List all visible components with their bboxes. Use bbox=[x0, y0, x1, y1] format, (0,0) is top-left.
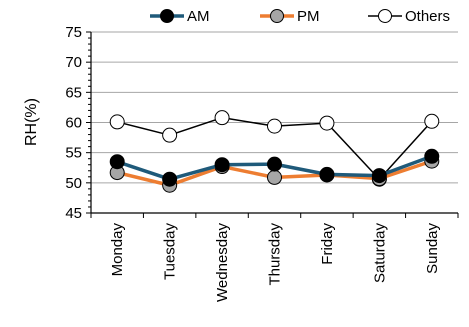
y-tick-label: 75 bbox=[65, 24, 82, 41]
x-tick-label: Sunday bbox=[424, 223, 441, 274]
legend: AM PM Others bbox=[150, 8, 450, 25]
data-point-am bbox=[319, 166, 335, 182]
data-point-others bbox=[424, 113, 440, 129]
legend-label-pm: PM bbox=[297, 8, 320, 25]
data-point-am bbox=[162, 171, 178, 187]
data-point-others bbox=[267, 118, 282, 134]
data-point-others bbox=[109, 114, 125, 130]
y-axis-title: RH(%) bbox=[23, 98, 40, 146]
x-tick-label: Wednesday bbox=[214, 223, 231, 302]
axes: 45 50 55 60 65 70 75 Monday Tuesday Wednesday Thur… bbox=[65, 24, 459, 302]
legend-label-others: Others bbox=[405, 8, 450, 25]
data-point-others bbox=[162, 127, 178, 143]
y-tick-label: 60 bbox=[65, 115, 82, 132]
x-tick-label: Friday bbox=[319, 223, 336, 265]
y-tick-label: 70 bbox=[65, 54, 82, 71]
x-tick-label: Tuesday bbox=[162, 223, 179, 280]
x-tick-label: Saturday bbox=[371, 223, 388, 284]
y-tick-label: 65 bbox=[65, 84, 82, 101]
data-point-pm bbox=[267, 169, 282, 185]
data-point-am bbox=[267, 156, 282, 172]
data-point-am bbox=[424, 148, 440, 164]
y-tick-label: 45 bbox=[65, 205, 82, 222]
data-point-am bbox=[371, 168, 387, 184]
data-point-am bbox=[214, 157, 230, 173]
series-layer bbox=[109, 110, 440, 193]
x-tick-label: Monday bbox=[109, 223, 126, 277]
legend-label-am: AM bbox=[187, 8, 210, 25]
data-point-others bbox=[214, 110, 230, 126]
legend-marker-am bbox=[160, 9, 174, 23]
data-point-am bbox=[109, 154, 125, 170]
legend-marker-pm bbox=[270, 9, 284, 23]
y-tick-label: 50 bbox=[65, 175, 82, 192]
data-point-others bbox=[319, 115, 335, 131]
legend-marker-others bbox=[378, 9, 392, 23]
x-tick-label: Thursday bbox=[267, 223, 284, 286]
y-tick-label: 55 bbox=[65, 145, 82, 162]
